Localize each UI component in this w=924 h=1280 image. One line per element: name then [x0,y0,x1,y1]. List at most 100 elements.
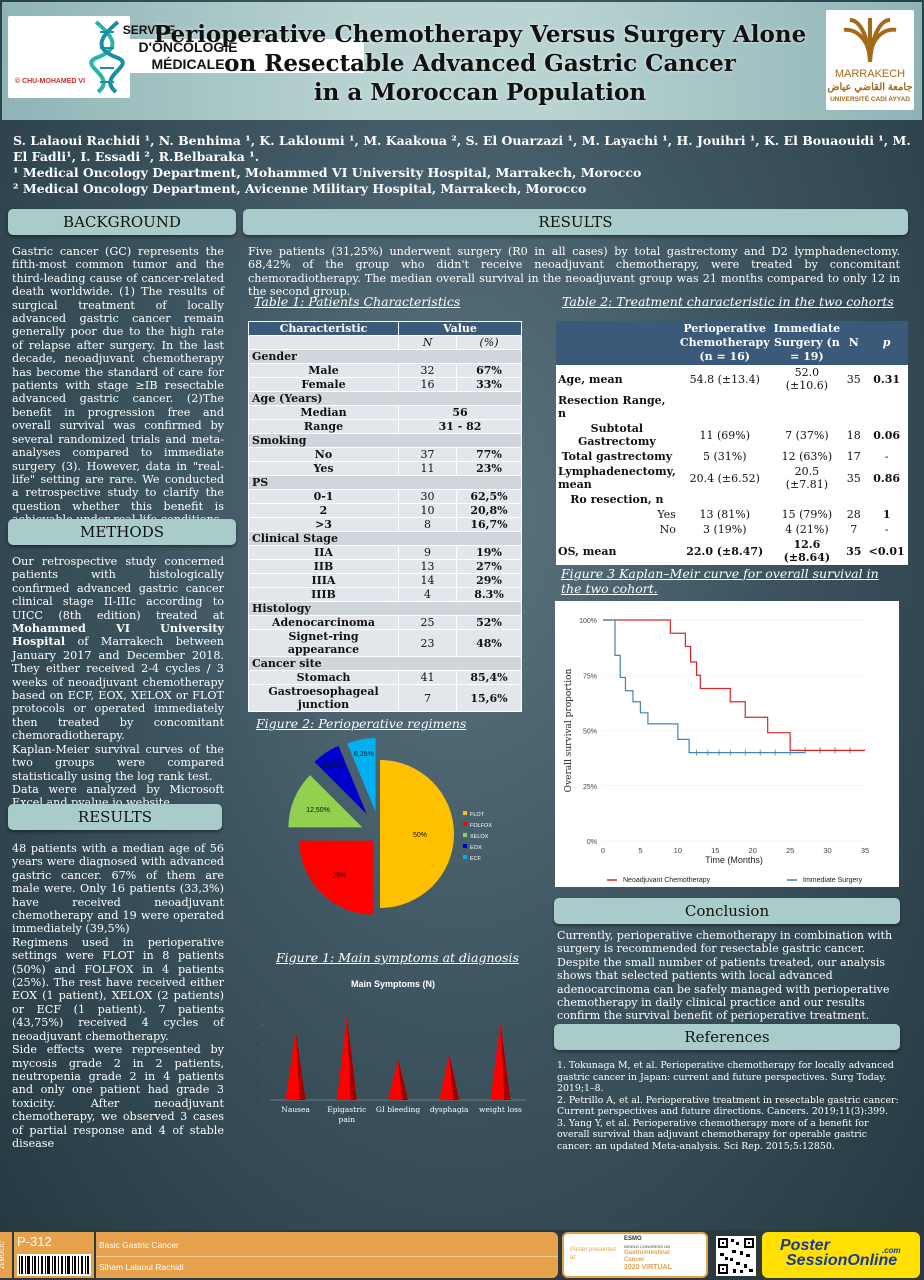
table-row: Lymphadenectomy, mean 20.4 (±6.52) 20.5 (±… [556,464,908,492]
table1-group-label: Clinical Stage [248,531,522,546]
table2-cell: 22.0 (±8.47) [686,544,764,558]
results-main-header: RESULTS [243,209,908,235]
table1-cell-n: 23 [398,629,457,657]
table2-cell [865,492,908,507]
table2-cell: 11 (69%) [699,428,750,442]
symptoms-bar-chart: Main Symptoms (N) - - - - - - Nausea Epigastricp… [262,979,526,1124]
table1-group-label: Cancer site [248,656,522,671]
pie-legend-swatch [463,811,467,815]
table1-cell-pct: 85,4% [456,670,522,685]
table-row: 2 10 20,8% [248,503,522,518]
table1-cell-n: 7 [398,684,457,712]
table1-sub-pct: (%) [456,335,522,350]
congress-l5: 2020 VIRTUAL [624,1264,672,1271]
results-left-header: RESULTS [8,804,222,830]
km-ytick: 50% [583,729,597,736]
reference-2: 2. Petrillo A, et al. Perioperative trea… [557,1094,899,1118]
affiliation-2: ² Medical Oncology Department, Avicenne … [13,181,587,196]
results-main-text: Five patients (31,25%) underwent surgery… [248,245,900,299]
logo-line-4: © CHU-MOHAMED VI [14,78,86,85]
background-text: Gastric cancer (GC) represents the fifth… [12,245,224,526]
bar-ytick: - [262,1002,264,1007]
table2-cell: Lymphadenectomy, mean [558,465,676,491]
pie-slice-folfox [299,840,374,915]
bar-ytick: - [262,1021,264,1026]
table1-group-row: Cancer site [248,656,522,671]
table2-cell: Age, mean [558,372,623,386]
methods-header: METHODS [8,519,236,545]
table1-cell-n: 25 [398,615,457,630]
table2-cell: 35 [846,544,862,558]
references-header: References [554,1024,900,1050]
postersessiononline-logo[interactable]: Poster SessionOnline .com [762,1232,920,1278]
table-row: No 3 (19%) 4 (21%) 7 - [556,522,908,537]
bar-xlabel: Nausea [281,1105,310,1114]
table2-cell: 13 (81%) [699,508,750,521]
table1-cell-pct: 27% [456,559,522,574]
table1-cell-pct: 52% [456,615,522,630]
pie-legend-swatch [463,822,467,826]
table1-cell-label: 0-1 [248,489,399,504]
table1-group-row: Histology [248,601,522,616]
table1-cell-label: IIB [248,559,399,574]
km-xtick: 0 [601,846,605,855]
table2-head-row: Perioperative Chemotherapy (n = 16) Immed… [556,321,908,365]
table-row: Total gastrectomy 5 (31%) 12 (63%) 17 - [556,449,908,464]
table1-cell-label: Adenocarcinoma [248,615,399,630]
cadi-ayyad-logo: MARRAKECH جامعة القاضي عياض UNIVERSITÉ C… [826,10,914,110]
kaplan-meier-chart: 0% 25% 50% 75% 100% 0 5 10 15 20 25 30 35 Time (Month… [555,601,899,887]
km-curve-neoadjuvant [603,619,865,751]
table2-caption: Table 2: Treatment characteristic in the… [562,294,894,309]
table-row: Resection Range, n [556,393,908,421]
figure2-caption: Figure 2: Perioperative regimens [256,716,467,731]
patients-characteristics-table: Characteristic Value N (%) Gender Male 32 67% Fe… [248,321,522,712]
table1-group-label: Smoking [248,433,522,448]
table1-cell-label: Range [248,419,399,434]
bar-chart-title: Main Symptoms (N) [351,979,435,989]
km-xtick: 15 [711,846,719,855]
methods-hospital: Mohammed VI University Hospital [12,621,224,649]
table2-cell: 5 (31%) [702,450,747,463]
table2-cell: 35 [846,372,861,386]
pie-slice-eox [314,745,367,815]
poster-author: Siham Lalaoui Rachidi [99,1262,184,1272]
table1-cell-pct: 67% [456,363,522,378]
table1-cell-pct: 29% [456,573,522,588]
table2-cell: 54.8 (±13.4) [689,372,760,386]
table1-cell-label: Signet-ring appearance [248,629,399,657]
table1-cell-value: 31 - 82 [398,419,522,434]
km-curve-immediate-surgery [603,619,806,754]
table2-cell [772,492,843,507]
table1-cell-n: 13 [398,559,457,574]
table2-cell [865,393,908,421]
table2-cell: OS, mean [558,544,617,558]
table1-cell-label: Median [248,405,399,420]
table2-cell: 28 [846,508,861,521]
qr-code-icon[interactable] [716,1236,756,1276]
table2-cell: - [884,450,889,463]
table1-cell-pct: 48% [456,629,522,657]
km-ytick: 100% [579,618,597,625]
title-line-1: Perioperative Chemotherapy Versus Surger… [153,21,807,48]
table1-cell-n: 32 [398,363,457,378]
table1-group-row: PS [248,475,522,490]
table2-cell [842,492,865,507]
pie-legend-swatch [463,833,467,837]
table2-cell: 3 (19%) [702,523,747,536]
conclusion-header: Conclusion [554,898,900,924]
table2-cell: <0.01 [868,544,905,558]
table1-cell-label: Stomach [248,670,399,685]
table2-cell: 18 [846,428,861,442]
pie-label: 12,50% [306,807,330,814]
table-row: Range 31 - 82 [248,419,522,434]
presented-at: Poster presented at: [570,1247,616,1261]
table1-group-row: Smoking [248,433,522,448]
table1-sub-blank [248,335,399,350]
methods-p1c: of Marrakech between January 2017 and De… [12,635,224,743]
table2-head-cell: p [865,321,908,365]
pie-legend-label: EOX [470,845,482,851]
bar-ytick: - [262,1098,264,1103]
table1-cell-label: 2 [248,503,399,518]
treatment-characteristics-table: Perioperative Chemotherapy (n = 16) Immed… [556,321,908,565]
pie-legend-swatch [463,844,467,848]
